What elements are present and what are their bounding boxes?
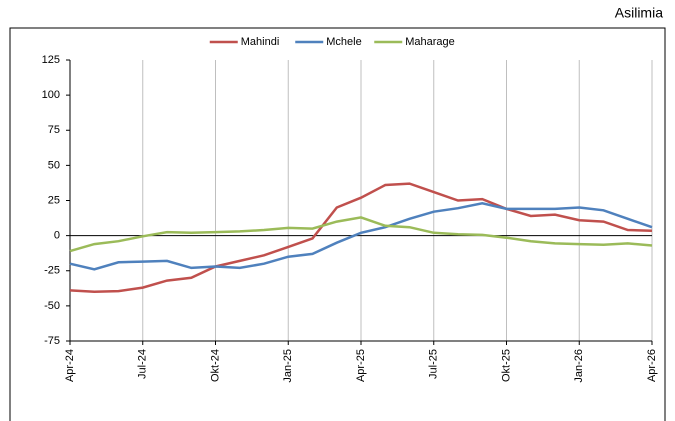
x-tick-label: Jan-26 <box>573 349 585 383</box>
legend-label: Maharage <box>405 36 455 48</box>
y-tick-label: -75 <box>44 335 60 347</box>
y-tick-label: -25 <box>44 265 60 277</box>
y-tick-label: 50 <box>48 159 60 171</box>
legend-label: Mchele <box>326 36 361 48</box>
y-tick-label: -50 <box>44 300 60 312</box>
y-tick-label: 25 <box>48 194 60 206</box>
x-tick-label: Jul-25 <box>428 349 440 379</box>
y-tick-label: 125 <box>42 54 60 66</box>
legend-label: Mahindi <box>241 36 280 48</box>
x-tick-label: Apr-26 <box>646 349 658 382</box>
y-tick-label: 0 <box>54 230 60 242</box>
x-tick-label: Jul-24 <box>137 349 149 379</box>
y-tick-label: 100 <box>42 89 60 101</box>
chart-frame <box>9 27 666 421</box>
x-tick-label: Apr-24 <box>64 349 76 382</box>
line <box>69 202 653 271</box>
y-tick-label: 75 <box>48 124 60 136</box>
x-tick-label: Okt-25 <box>500 349 512 382</box>
x-tick-label: Apr-25 <box>355 349 367 382</box>
x-tick-label: Okt-24 <box>209 349 221 382</box>
line <box>69 182 653 294</box>
line <box>69 216 653 253</box>
axis-label: Asilimia <box>615 5 663 21</box>
x-tick-label: Jan-25 <box>282 349 294 383</box>
